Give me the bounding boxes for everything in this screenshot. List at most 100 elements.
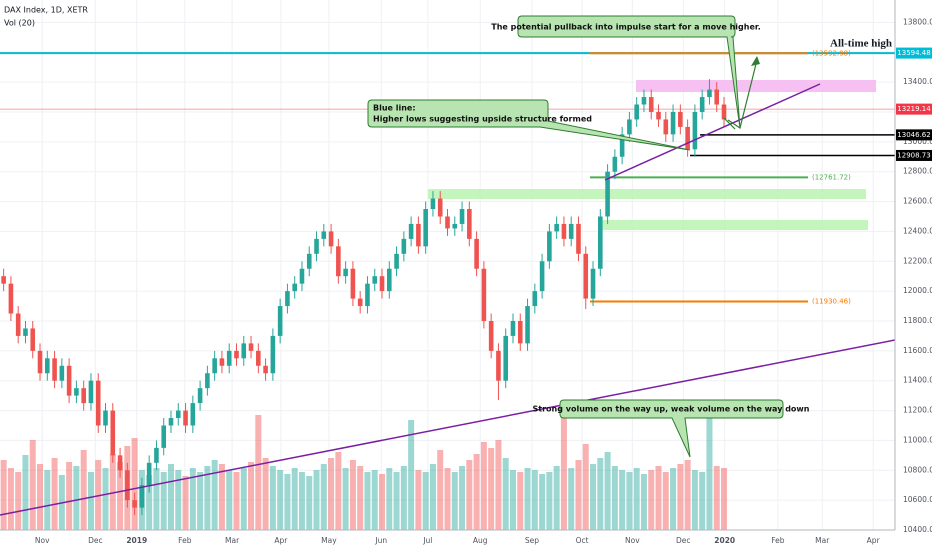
volume-bar <box>444 468 451 530</box>
volume-bar <box>51 458 58 530</box>
candle-body <box>627 119 632 135</box>
candle-body <box>328 231 334 247</box>
volume-bar <box>400 466 407 530</box>
volume-bar <box>597 458 604 530</box>
x-tick-label: Aug <box>473 536 488 545</box>
candle-body <box>146 462 152 486</box>
volume-bar <box>655 466 662 530</box>
price-tag <box>896 103 932 115</box>
candle-body <box>15 313 21 336</box>
trendline <box>0 339 896 516</box>
volume-bar <box>611 466 618 530</box>
volume-bar <box>415 470 422 530</box>
demand-zone <box>600 220 868 230</box>
callout-text: The potential pullback into impulse star… <box>491 23 760 32</box>
volume-bar <box>495 440 502 530</box>
supply-zone <box>636 80 876 92</box>
volume-bar <box>226 470 233 530</box>
candle-body <box>714 89 720 105</box>
volume-bar <box>0 460 7 530</box>
candle-body <box>212 358 217 374</box>
candle-body <box>95 380 101 426</box>
volume-bar <box>15 472 22 530</box>
candle-body <box>452 223 458 229</box>
candle-body <box>648 97 654 112</box>
volume-bar <box>619 470 626 530</box>
volume-bar <box>328 458 335 530</box>
y-tick-label: 11800.00 <box>903 316 932 325</box>
candle-body <box>707 89 712 98</box>
candle-body <box>44 358 50 374</box>
volume-bar <box>44 470 51 530</box>
candle-body <box>576 223 581 254</box>
volume-bar <box>480 442 487 530</box>
volume-bar <box>531 470 538 530</box>
candle-body <box>74 388 79 396</box>
y-tick-label: 12000.00 <box>903 286 932 295</box>
callout <box>517 15 741 129</box>
y-tick-label: 12600.00 <box>903 197 932 206</box>
volume-bar <box>291 468 298 530</box>
volume-bar <box>648 470 655 530</box>
volume-bar <box>488 448 495 530</box>
volume-bar <box>691 470 698 530</box>
volume-bar <box>386 468 393 530</box>
volume-bar <box>175 470 182 530</box>
level-label: (11930.46) <box>812 298 851 306</box>
arrow-head <box>751 56 760 66</box>
y-tick-label: 10800.00 <box>903 465 932 474</box>
candle-body <box>336 246 341 277</box>
volume-bar <box>677 464 684 530</box>
volume-bar <box>160 472 167 530</box>
x-tick-label: Nov <box>625 536 640 545</box>
volume-bar <box>473 454 480 530</box>
candle-body <box>510 320 516 336</box>
volume-bar <box>102 468 109 530</box>
levels: (13592.98) (12761.72) (11930.46) <box>0 49 895 306</box>
candle-body <box>357 298 363 307</box>
candle-body <box>263 365 268 374</box>
x-tick-label: Mar <box>815 536 830 545</box>
volume-bar <box>670 468 677 530</box>
trendline <box>604 83 821 181</box>
candle-body <box>161 425 167 448</box>
x-tick-label: 2019 <box>126 536 147 545</box>
y-tick-label: 11600.00 <box>903 346 932 355</box>
candle-body <box>219 358 225 366</box>
volume-bar <box>29 440 36 530</box>
volume-bar <box>306 476 313 530</box>
volume-bar <box>269 466 276 530</box>
candle-body <box>248 343 254 351</box>
candle-body <box>525 306 530 344</box>
x-tick-label: Dec <box>88 536 103 545</box>
candle-body <box>394 253 399 269</box>
volume-bar <box>568 468 575 530</box>
y-tick-label: 13000.00 <box>903 137 932 146</box>
price-tag-label: 12908.73 <box>897 151 930 159</box>
volume-bar <box>357 466 364 530</box>
y-tick-label: 11200.00 <box>903 406 932 415</box>
candle-body <box>197 388 203 404</box>
y-tick-label: 11400.00 <box>903 376 932 385</box>
volume-bar <box>640 474 647 530</box>
candle-body <box>721 104 727 120</box>
candle-body <box>23 328 28 336</box>
volume-bar <box>626 472 633 530</box>
candle-body <box>241 343 247 359</box>
y-tick-label: 11000.00 <box>903 435 932 444</box>
candle-body <box>568 223 574 239</box>
candle-body <box>445 216 450 229</box>
volume-bar <box>422 472 429 530</box>
volume-bar <box>320 464 327 530</box>
candle-body <box>277 306 283 336</box>
y-tick-label: 10600.00 <box>903 495 932 504</box>
grid <box>0 0 895 531</box>
volume-bar <box>109 454 116 530</box>
candle-body <box>590 268 596 299</box>
candle-body <box>408 223 414 239</box>
volume-bar <box>37 464 44 530</box>
volume-bar <box>197 472 204 530</box>
volume-bar <box>131 438 138 530</box>
candle-body <box>81 388 86 404</box>
volume-bar <box>233 472 240 530</box>
